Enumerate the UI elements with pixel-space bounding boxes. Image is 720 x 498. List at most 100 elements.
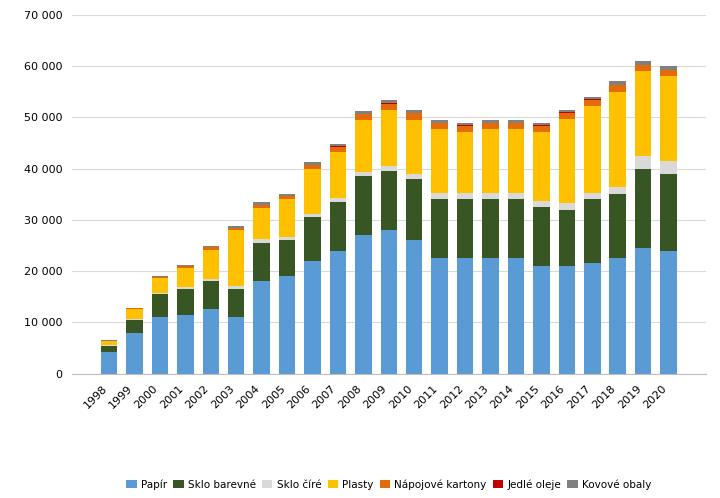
Bar	[177, 268, 194, 287]
Bar	[635, 156, 652, 169]
Bar	[202, 249, 219, 279]
Bar	[406, 174, 423, 179]
Bar	[406, 120, 423, 174]
Bar	[330, 198, 346, 202]
Bar	[305, 169, 321, 214]
Bar	[508, 258, 524, 374]
Bar	[253, 208, 270, 240]
Bar	[381, 103, 397, 104]
Bar	[482, 258, 499, 374]
Bar	[559, 210, 575, 266]
Bar	[355, 235, 372, 374]
Bar	[584, 263, 600, 374]
Bar	[253, 281, 270, 374]
Bar	[381, 166, 397, 171]
Bar	[660, 174, 677, 250]
Bar	[431, 258, 448, 374]
Bar	[381, 171, 397, 230]
Bar	[126, 308, 143, 309]
Bar	[584, 199, 600, 263]
Bar	[355, 111, 372, 114]
Bar	[635, 169, 652, 248]
Bar	[609, 187, 626, 194]
Bar	[456, 125, 473, 132]
Bar	[584, 97, 600, 100]
Bar	[431, 120, 448, 123]
Bar	[456, 193, 473, 199]
Bar	[431, 193, 448, 199]
Bar	[609, 92, 626, 187]
Bar	[508, 120, 524, 123]
Bar	[431, 123, 448, 129]
Bar	[152, 294, 168, 317]
Bar	[202, 281, 219, 309]
Bar	[635, 248, 652, 374]
Bar	[559, 204, 575, 210]
Bar	[228, 227, 245, 228]
Bar	[431, 199, 448, 258]
Bar	[279, 194, 295, 196]
Bar	[381, 101, 397, 103]
Bar	[559, 110, 575, 112]
Bar	[381, 230, 397, 374]
Bar	[330, 143, 346, 146]
Bar	[177, 289, 194, 315]
Bar	[305, 214, 321, 217]
Bar	[202, 309, 219, 374]
Bar	[508, 199, 524, 258]
Bar	[635, 65, 652, 71]
Bar	[279, 199, 295, 237]
Bar	[202, 248, 219, 249]
Bar	[228, 289, 245, 317]
Bar	[508, 129, 524, 193]
Bar	[482, 120, 499, 123]
Bar	[228, 317, 245, 374]
Bar	[152, 317, 168, 374]
Bar	[533, 125, 549, 132]
Bar	[482, 199, 499, 258]
Bar	[635, 71, 652, 156]
Bar	[101, 345, 117, 346]
Bar	[202, 279, 219, 281]
Bar	[228, 286, 245, 289]
Bar	[660, 161, 677, 174]
Bar	[228, 228, 245, 230]
Bar	[456, 132, 473, 193]
Bar	[101, 341, 117, 345]
Bar	[355, 114, 372, 115]
Bar	[126, 320, 143, 333]
Bar	[482, 193, 499, 199]
Bar	[609, 85, 626, 92]
Bar	[202, 246, 219, 248]
Bar	[305, 162, 321, 165]
Bar	[533, 123, 549, 125]
Bar	[533, 132, 549, 201]
Bar	[584, 193, 600, 199]
Bar	[177, 315, 194, 374]
Bar	[456, 123, 473, 125]
Bar	[279, 241, 295, 276]
Bar	[431, 129, 448, 193]
Bar	[660, 76, 677, 161]
Bar	[609, 194, 626, 258]
Bar	[330, 146, 346, 152]
Bar	[177, 265, 194, 266]
Bar	[406, 179, 423, 241]
Bar	[253, 243, 270, 281]
Bar	[101, 346, 117, 352]
Bar	[152, 292, 168, 294]
Bar	[609, 81, 626, 85]
Bar	[406, 241, 423, 374]
Bar	[253, 205, 270, 208]
Legend: Papír, Sklo barevné, Sklo číré, Plasty, Nápojové kartony, Jedlé oleje, Kovové ob: Papír, Sklo barevné, Sklo číré, Plasty, …	[126, 479, 652, 490]
Bar	[508, 193, 524, 199]
Bar	[279, 237, 295, 241]
Bar	[152, 278, 168, 292]
Bar	[482, 129, 499, 193]
Bar	[152, 277, 168, 278]
Bar	[279, 196, 295, 199]
Bar	[253, 240, 270, 243]
Bar	[355, 121, 372, 172]
Bar	[355, 176, 372, 235]
Bar	[228, 230, 245, 286]
